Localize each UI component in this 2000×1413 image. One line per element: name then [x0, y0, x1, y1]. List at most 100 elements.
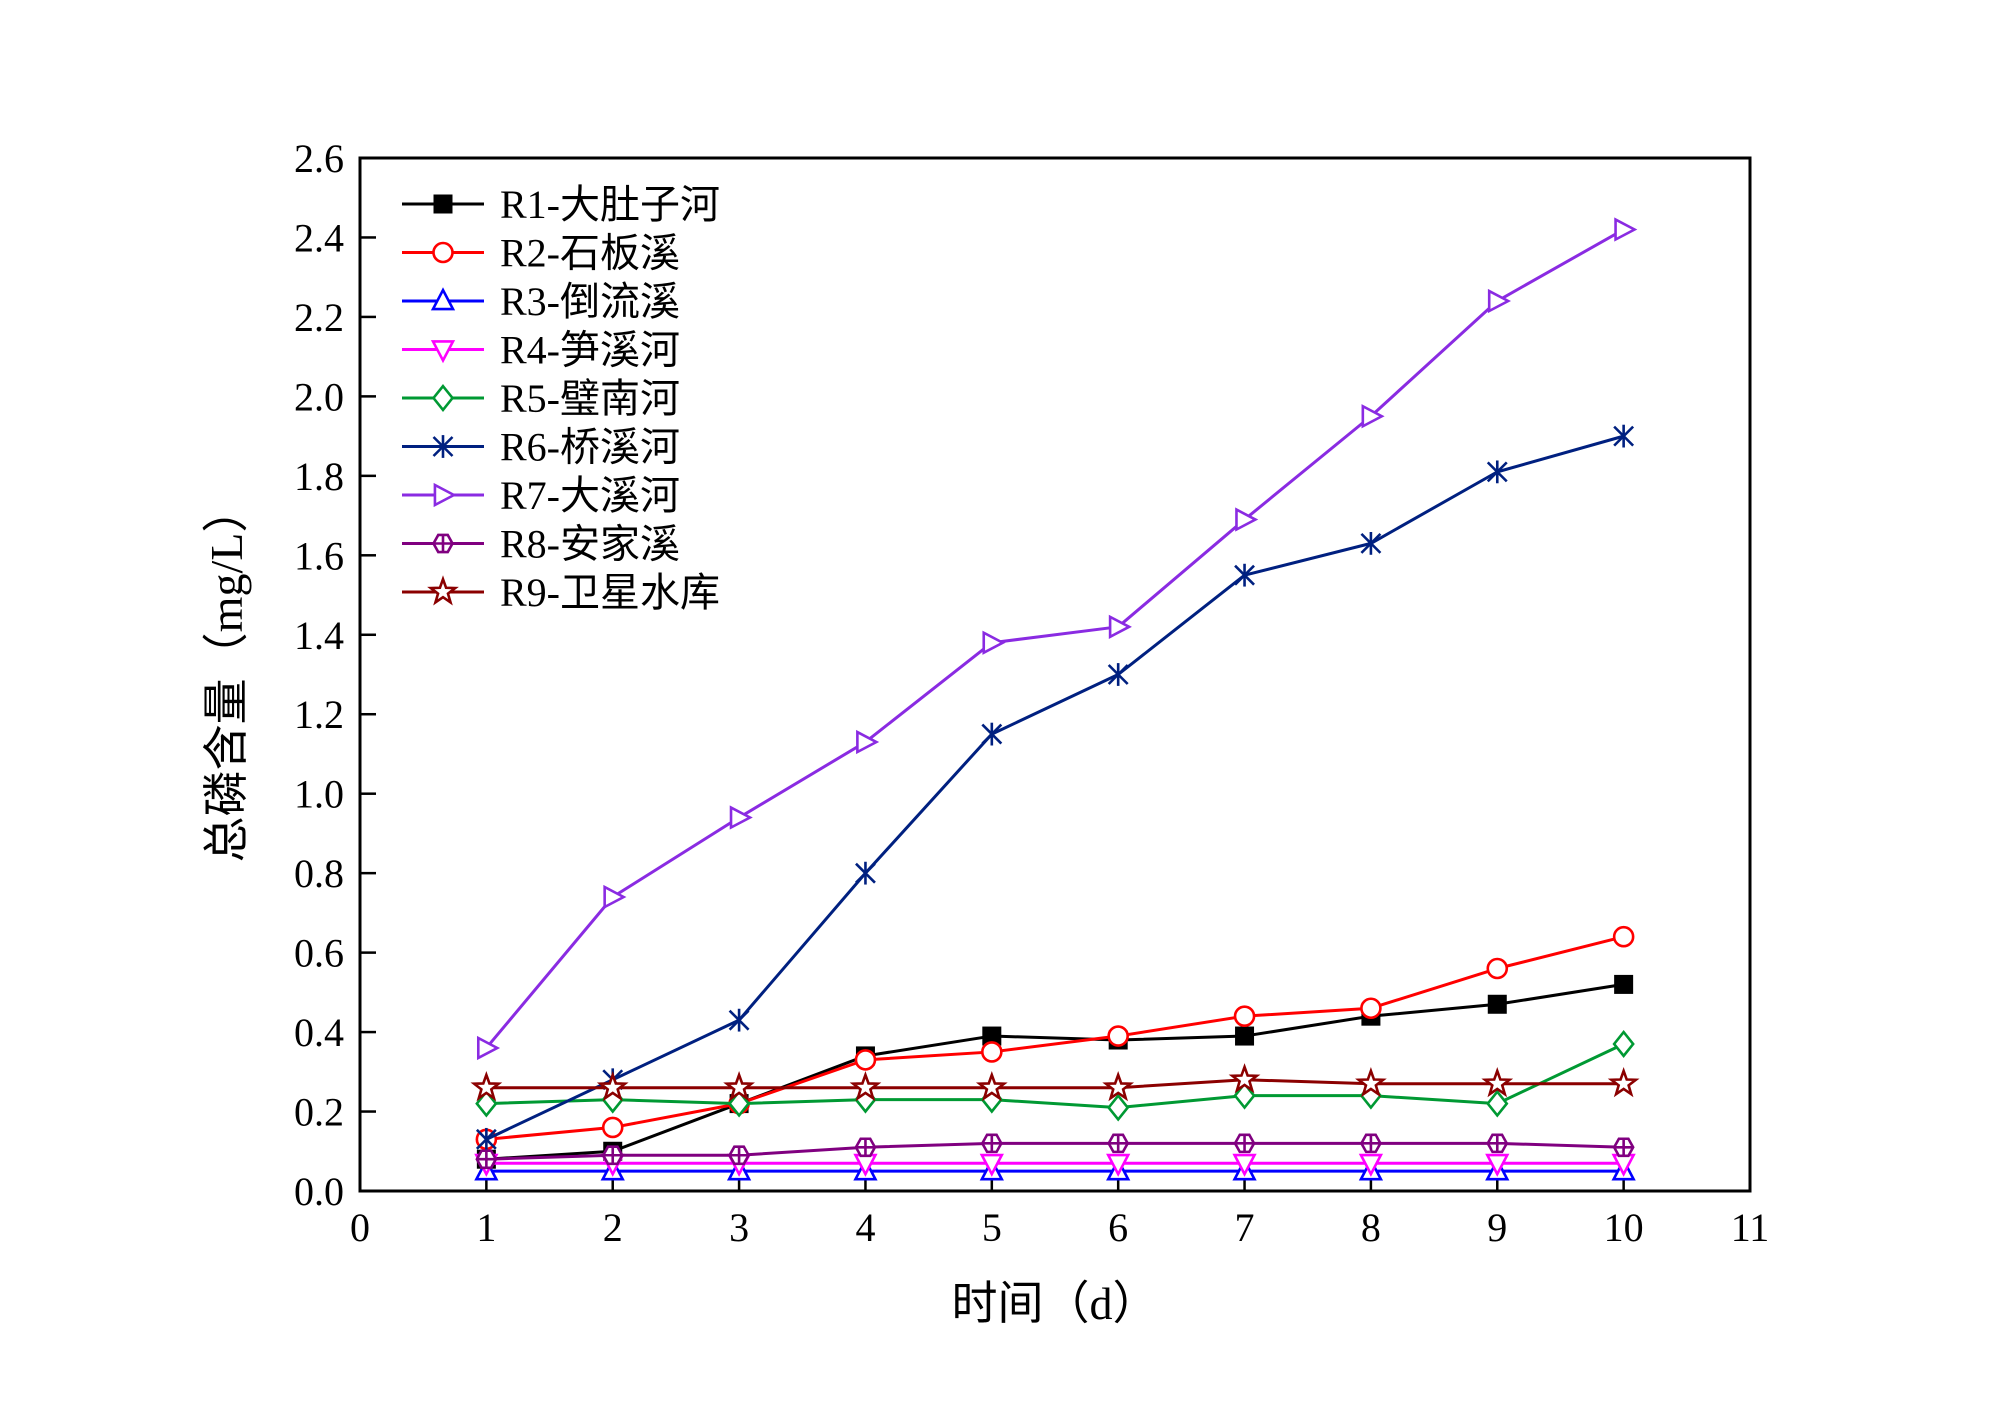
y-tick-label: 1.0 — [294, 772, 344, 817]
marker-star — [723, 1071, 755, 1102]
series-7 — [476, 217, 1638, 1061]
marker-triangle-right — [856, 729, 880, 755]
marker-circle — [1486, 957, 1509, 980]
series-5 — [475, 1030, 1635, 1122]
legend-entry: R5-璧南河 — [402, 376, 680, 421]
y-tick-label: 0.4 — [294, 1010, 344, 1055]
marker-triangle-right — [1614, 217, 1638, 242]
marker-diamond — [1107, 1093, 1130, 1122]
y-tick-label: 1.6 — [294, 533, 344, 578]
series-line — [485, 434, 1625, 1141]
marker-star — [470, 1071, 503, 1102]
legend-entry: R4-笋溪河 — [402, 328, 680, 373]
marker-triangle-right — [982, 630, 1006, 655]
marker-circle — [1107, 1025, 1129, 1047]
x-tick-label: 2 — [603, 1205, 623, 1250]
marker-square — [1235, 1026, 1255, 1046]
y-tick-label: 2.6 — [294, 136, 344, 181]
marker-square — [982, 1026, 1002, 1046]
legend-label: R9-卫星水库 — [500, 570, 720, 615]
marker-circle — [601, 1116, 624, 1139]
marker-star — [596, 1071, 629, 1102]
legend: R1-大肚子河R2-石板溪R3-倒流溪R4-笋溪河R5-璧南河R6-桥溪河R7-… — [402, 182, 720, 615]
y-tick-label: 0.0 — [294, 1169, 344, 1214]
marker-triangle-right — [1487, 288, 1511, 314]
marker-star — [1481, 1067, 1514, 1098]
x-tick-label: 5 — [982, 1205, 1002, 1250]
marker-triangle-right — [433, 482, 457, 508]
marker-star — [1355, 1067, 1387, 1098]
legend-entry: R3-倒流溪 — [402, 279, 680, 324]
legend-entry: R8-安家溪 — [402, 522, 680, 567]
marker-star — [1102, 1071, 1135, 1102]
legend-entry: R6-桥溪河 — [402, 425, 680, 470]
marker-circle — [1360, 997, 1382, 1020]
series-line — [486, 1141, 1624, 1161]
y-tick-label: 0.8 — [294, 851, 344, 896]
marker-triangle-down — [1232, 1153, 1257, 1177]
marker-triangle-right — [1235, 507, 1259, 532]
marker-triangle-down — [979, 1153, 1004, 1177]
x-axis: 0 1 2 3 4 5 6 7 8 9 10 11 — [350, 1175, 1769, 1250]
x-tick-label: 6 — [1108, 1205, 1128, 1250]
x-tick-label: 9 — [1487, 1205, 1507, 1250]
series-line — [486, 1042, 1625, 1110]
marker-diamond — [431, 384, 455, 412]
marker-triangle-down — [430, 340, 456, 364]
series-3 — [474, 1157, 1636, 1181]
marker-circle — [981, 1041, 1003, 1063]
y-tick-label: 1.2 — [294, 692, 344, 737]
x-tick-label: 4 — [855, 1205, 875, 1250]
series-1 — [476, 974, 1634, 1169]
marker-triangle-down — [1358, 1153, 1384, 1177]
x-tick-label: 10 — [1604, 1205, 1644, 1250]
marker-diamond — [1233, 1081, 1256, 1110]
legend-label: R4-笋溪河 — [500, 328, 680, 373]
legend-label: R3-倒流溪 — [500, 279, 680, 324]
marker-star — [849, 1071, 882, 1102]
marker-square — [433, 194, 453, 214]
marker-circle — [1233, 1005, 1256, 1027]
y-tick-label: 0.6 — [294, 931, 344, 976]
series-line — [486, 935, 1625, 1141]
series-line — [486, 1078, 1624, 1090]
x-tick-label: 8 — [1361, 1205, 1381, 1250]
marker-triangle-right — [603, 884, 627, 910]
marker-triangle-right — [1108, 614, 1132, 639]
marker-square — [1487, 994, 1507, 1014]
legend-label: R2-石板溪 — [500, 231, 680, 276]
legend-label: R5-璧南河 — [500, 376, 680, 421]
marker-circle — [432, 241, 454, 264]
series-line — [486, 982, 1624, 1161]
marker-square — [1614, 974, 1634, 994]
marker-triangle-down — [1485, 1153, 1510, 1177]
series-9 — [470, 1063, 1640, 1102]
marker-triangle-right — [476, 1035, 501, 1061]
series-line — [485, 228, 1625, 1049]
legend-label: R1-大肚子河 — [500, 182, 720, 227]
marker-star — [1607, 1067, 1640, 1098]
y-tick-label: 2.2 — [294, 295, 344, 340]
marker-triangle-down — [1106, 1153, 1131, 1177]
marker-triangle-right — [729, 805, 753, 830]
marker-triangle-up — [430, 287, 456, 311]
legend-label: R7-大溪河 — [500, 473, 680, 518]
marker-star — [975, 1071, 1008, 1102]
marker-triangle-right — [1361, 404, 1385, 429]
legend-entry: R1-大肚子河 — [402, 182, 720, 227]
plot-frame — [358, 156, 1752, 1193]
marker-star — [427, 575, 459, 606]
legend-entry: R2-石板溪 — [402, 231, 680, 276]
legend-entry: R9-卫星水库 — [402, 570, 720, 615]
x-axis-title: 时间（d） — [952, 1278, 1159, 1329]
y-tick-label: 2.0 — [294, 374, 344, 419]
x-tick-label: 1 — [476, 1205, 496, 1250]
x-tick-label: 3 — [729, 1205, 749, 1250]
y-axis-title: 总磷含量（mg/L） — [201, 487, 252, 863]
marker-circle — [1612, 925, 1635, 948]
legend-label: R6-桥溪河 — [500, 425, 680, 470]
marker-diamond — [1486, 1089, 1509, 1118]
marker-star — [1228, 1063, 1261, 1094]
